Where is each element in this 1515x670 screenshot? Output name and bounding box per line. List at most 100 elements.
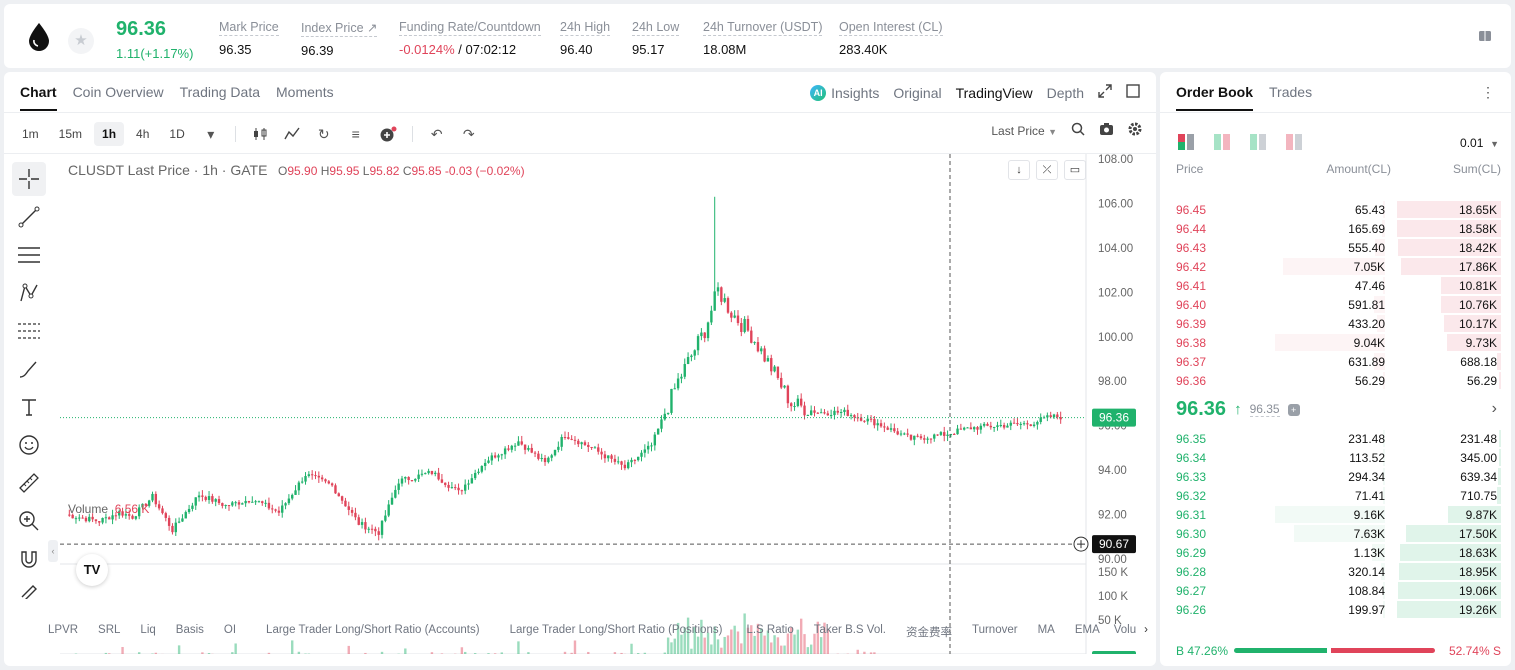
bid-row[interactable]: 96.26 199.97 19.26K: [1160, 600, 1511, 619]
tab-chart[interactable]: Chart: [20, 84, 57, 111]
more-menu-icon[interactable]: ⋮: [1481, 84, 1495, 100]
indicator-funding-rate[interactable]: 资金费率: [905, 627, 952, 639]
timeframe-1d[interactable]: 1D: [169, 127, 185, 141]
indicator-ema[interactable]: EMA: [1074, 624, 1100, 636]
collapse-icon[interactable]: ⤫: [1036, 160, 1058, 180]
pencil-icon[interactable]: [12, 580, 46, 602]
timeframe-dropdown-icon[interactable]: ▾: [207, 125, 215, 142]
timeframe-1h[interactable]: 1h: [94, 122, 125, 146]
bid-row[interactable]: 96.34 113.52 345.00: [1160, 448, 1511, 467]
brush-icon[interactable]: [12, 352, 46, 386]
crosshair-icon[interactable]: [12, 162, 46, 196]
stat-funding-rate[interactable]: Funding Rate/Countdown -0.0124% / 07:02:…: [399, 20, 541, 57]
tab-moments[interactable]: Moments: [276, 84, 334, 100]
stat-index-price[interactable]: Index Price ↗ 96.39: [301, 20, 378, 58]
refresh-icon[interactable]: ↻: [317, 125, 330, 142]
mode-alt-icon[interactable]: [1214, 134, 1230, 150]
trend-line-icon[interactable]: [12, 200, 46, 234]
bid-row[interactable]: 96.32 71.41 710.75: [1160, 486, 1511, 505]
timeframe-15m[interactable]: 15m: [58, 127, 83, 141]
view-depth[interactable]: Depth: [1046, 84, 1084, 101]
camera-icon[interactable]: [1099, 122, 1114, 139]
indicator-lpvr[interactable]: LPVR: [48, 624, 79, 636]
tick-size-select[interactable]: 0.01 ▼: [1460, 136, 1499, 150]
volume-bar: [234, 643, 237, 654]
ask-row[interactable]: 96.43 555.40 18.42K: [1160, 238, 1511, 257]
indicator-srl[interactable]: SRL: [98, 624, 121, 636]
bid-row[interactable]: 96.28 320.14 18.95K: [1160, 562, 1511, 581]
tab-trading-data[interactable]: Trading Data: [179, 84, 261, 100]
indicator-volume[interactable]: Volu: [1113, 624, 1137, 636]
indicator-ls-ratio[interactable]: L.S Ratio: [746, 624, 794, 636]
window-icon[interactable]: [1126, 84, 1140, 101]
emoji-icon[interactable]: [12, 428, 46, 462]
row-price: 96.37: [1176, 355, 1207, 369]
candle-type-icon[interactable]: [246, 123, 274, 145]
pattern-icon[interactable]: [12, 276, 46, 310]
view-original[interactable]: Original: [893, 84, 942, 101]
ask-row[interactable]: 96.39 433.20 10.17K: [1160, 314, 1511, 333]
bid-row[interactable]: 96.31 9.16K 9.87K: [1160, 505, 1511, 524]
indicator-liq[interactable]: Liq: [140, 624, 156, 636]
ruler-icon[interactable]: [12, 466, 46, 500]
chevron-right-icon[interactable]: ›: [1144, 624, 1148, 636]
favorite-star-icon[interactable]: ★: [68, 28, 94, 54]
redo-icon[interactable]: ↷: [462, 125, 475, 142]
volume-bar: [500, 652, 503, 654]
bid-row[interactable]: 96.30 7.63K 17.50K: [1160, 524, 1511, 543]
settings-gear-icon[interactable]: [1128, 122, 1142, 139]
ask-row[interactable]: 96.38 9.04K 9.73K: [1160, 333, 1511, 352]
collapse-toolbar-icon[interactable]: ‹: [48, 540, 58, 562]
undo-icon[interactable]: ↶: [430, 125, 443, 142]
expand-icon[interactable]: [1098, 84, 1112, 101]
book-icon[interactable]: [1477, 28, 1493, 44]
price-type-select[interactable]: Last Price ▼: [991, 124, 1057, 138]
timeframe-4h[interactable]: 4h: [136, 127, 150, 141]
search-icon[interactable]: [1071, 122, 1085, 139]
tab-order-book[interactable]: Order Book: [1176, 84, 1254, 111]
indicator-oi[interactable]: OI: [223, 624, 237, 636]
ask-row[interactable]: 96.37 631.89 688.18: [1160, 352, 1511, 371]
indicator-basis[interactable]: Basis: [175, 624, 204, 636]
chevron-right-icon[interactable]: ›: [1491, 400, 1497, 417]
tab-trades[interactable]: Trades: [1269, 84, 1313, 100]
fit-screen-icon[interactable]: ▭: [1064, 160, 1086, 180]
bid-row[interactable]: 96.27 108.84 19.06K: [1160, 581, 1511, 600]
indicator-lt-positions[interactable]: Large Trader Long/Short Ratio (Positions…: [509, 624, 723, 636]
indicator-turnover[interactable]: Turnover: [971, 624, 1018, 636]
indicator-taker-vol[interactable]: Taker B.S Vol.: [813, 624, 886, 636]
tradingview-logo[interactable]: TV: [76, 554, 108, 586]
price-chart[interactable]: 108.00106.00104.00102.00100.0098.0096.00…: [4, 154, 1156, 654]
mode-both-icon[interactable]: [1178, 134, 1194, 150]
bid-row[interactable]: 96.33 294.34 639.34: [1160, 467, 1511, 486]
ask-row[interactable]: 96.36 56.29 56.29: [1160, 371, 1511, 390]
indicators-icon[interactable]: [278, 123, 306, 145]
text-tool-icon[interactable]: [12, 390, 46, 424]
timeframe-1m[interactable]: 1m: [22, 127, 39, 141]
fib-retracement-icon[interactable]: [12, 314, 46, 348]
mode-asks-icon[interactable]: [1286, 134, 1302, 150]
ask-row[interactable]: 96.41 47.46 10.81K: [1160, 276, 1511, 295]
ask-row[interactable]: 96.42 7.05K 17.86K: [1160, 257, 1511, 276]
stat-mark-price[interactable]: Mark Price 96.35: [219, 20, 279, 57]
add-indicator-icon[interactable]: [374, 123, 402, 145]
indicator-ma[interactable]: MA: [1037, 624, 1055, 636]
mode-bids-icon[interactable]: [1250, 134, 1266, 150]
ask-row[interactable]: 96.45 65.43 18.65K: [1160, 200, 1511, 219]
candle-body: [913, 435, 916, 440]
indicator-lt-accounts[interactable]: Large Trader Long/Short Ratio (Accounts): [266, 624, 480, 636]
tab-coin-overview[interactable]: Coin Overview: [72, 84, 164, 100]
bid-row[interactable]: 96.29 1.13K 18.63K: [1160, 543, 1511, 562]
header-price: Price: [1176, 162, 1204, 176]
horizontal-lines-icon[interactable]: [12, 238, 46, 272]
magnet-icon[interactable]: [12, 542, 46, 576]
view-tradingview[interactable]: TradingView: [955, 84, 1033, 101]
template-icon[interactable]: ≡: [351, 126, 360, 142]
zoom-in-icon[interactable]: [12, 504, 46, 538]
stat-open-interest[interactable]: Open Interest (CL) 283.40K: [839, 20, 943, 57]
download-icon[interactable]: ↓: [1008, 160, 1030, 180]
insights-button[interactable]: AI Insights: [810, 84, 879, 101]
bid-row[interactable]: 96.35 231.48 231.48: [1160, 429, 1511, 448]
ask-row[interactable]: 96.44 165.69 18.58K: [1160, 219, 1511, 238]
ask-row[interactable]: 96.40 591.81 10.76K: [1160, 295, 1511, 314]
